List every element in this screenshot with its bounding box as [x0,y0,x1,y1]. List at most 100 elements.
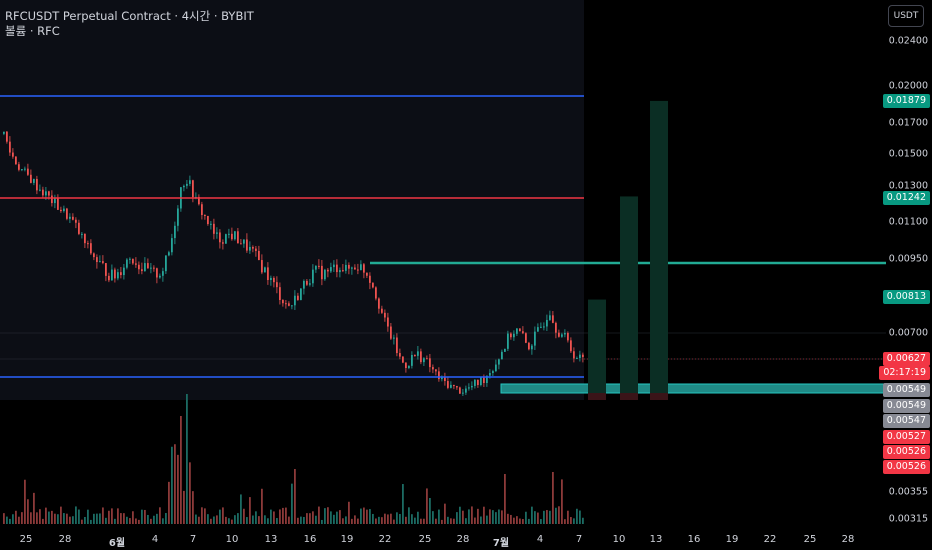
volume-bar [405,516,407,524]
volume-bar [294,469,296,524]
candle-body [270,277,272,281]
volume-bar [327,507,329,524]
price-badge: 0.00549 [882,383,930,397]
volume-bar [210,518,212,524]
candle-body [567,332,569,341]
volume-bar [312,511,314,524]
volume-bar [339,510,341,524]
price-badge: 0.01242 [882,191,930,205]
volume-indicator-title[interactable]: 볼륨 · RFC [5,24,60,38]
candle-body [375,287,377,299]
candle-body [324,269,326,280]
candle-body [201,204,203,216]
candle-body [564,332,566,335]
candle-body [303,280,305,289]
volume-bar [150,518,152,524]
volume-bar [48,511,50,524]
candle-body [339,270,341,273]
candle-body [582,354,584,358]
candle-body [525,333,527,343]
time-scale-label: 25 [803,534,817,545]
volume-bar [45,507,47,524]
candle-body [216,232,218,234]
volume-bar [78,509,80,524]
candle-body [486,375,488,384]
time-scale[interactable]: 25 28 6월 4 7 10 13 16 19 22 25 28 7월 4 7 10 13 16 19 22 25 28 [0,528,886,550]
volume-bar [501,510,503,524]
volume-bar [213,516,215,524]
volume-bar [237,513,239,524]
candle-body [42,189,44,196]
volume-bar [540,519,542,524]
volume-bar [153,515,155,524]
candle-body [51,195,53,204]
volume-bar [402,484,404,524]
price-scale[interactable]: 0.02400 0.02000 0.01700 0.01500 0.01300 0.011… [879,0,932,528]
candle-body [84,233,86,244]
time-scale-label: 28 [58,534,72,545]
volume-bar [123,513,125,524]
candle-body [291,305,293,307]
candle-body [378,298,380,309]
symbol-title[interactable]: RFCUSDT Perpetual Contract · 4시간 · BYBIT [5,9,254,23]
volume-bar [492,510,494,524]
volume-bar [33,492,35,524]
candle-body [372,282,374,288]
candle-body [528,342,530,350]
candle-body [402,356,404,363]
time-scale-label: 7월 [492,538,510,549]
candle-body [450,384,452,388]
volume-bar [435,518,437,524]
time-scale-label: 4 [536,534,544,545]
volume-bar [234,515,236,524]
volume-bar [399,513,401,524]
candle-body [312,269,314,284]
volume-bar [570,517,572,524]
candle-body [333,264,335,268]
currency-button[interactable]: USDT [888,5,924,27]
candle-body [120,272,122,276]
candle-body [393,337,395,339]
volume-bar [333,514,335,524]
candle-body [453,384,455,387]
volume-bar [450,518,452,524]
candle-body [483,377,485,384]
candle-body [414,355,416,357]
candle-body [18,164,20,170]
volume-bar [132,511,134,524]
volume-bar [270,509,272,524]
volume-bar [42,518,44,524]
volume-bar [465,518,467,524]
candle-body [336,264,338,273]
candle-body [153,267,155,269]
candle-body [468,387,470,389]
chart-legend: RFCUSDT Perpetual Contract · 4시간 · BYBIT… [5,9,254,39]
candle-body [48,191,50,196]
volume-bar [369,509,371,524]
time-scale-label: 4 [151,534,159,545]
volume-bar [360,508,362,524]
price-scale-label: 0.00950 [888,253,928,265]
volume-bar [453,518,455,524]
candle-body [66,208,68,219]
candle-body [408,365,410,369]
candle-body [141,269,143,272]
volume-bar [462,510,464,524]
volume-bar [30,512,32,524]
candle-body [552,315,554,323]
time-scale-label: 13 [649,534,663,545]
candle-body [555,322,557,333]
volume-bar [291,483,293,524]
volume-bar [552,472,554,524]
plot-background [0,0,584,400]
candle-body [417,351,419,356]
volume-bar [168,481,170,524]
candle-body [60,209,62,212]
candle-body [540,326,542,328]
candle-body [111,269,113,281]
candle-body [432,367,434,370]
volume-bar [39,509,41,524]
volume-bar [219,509,221,524]
